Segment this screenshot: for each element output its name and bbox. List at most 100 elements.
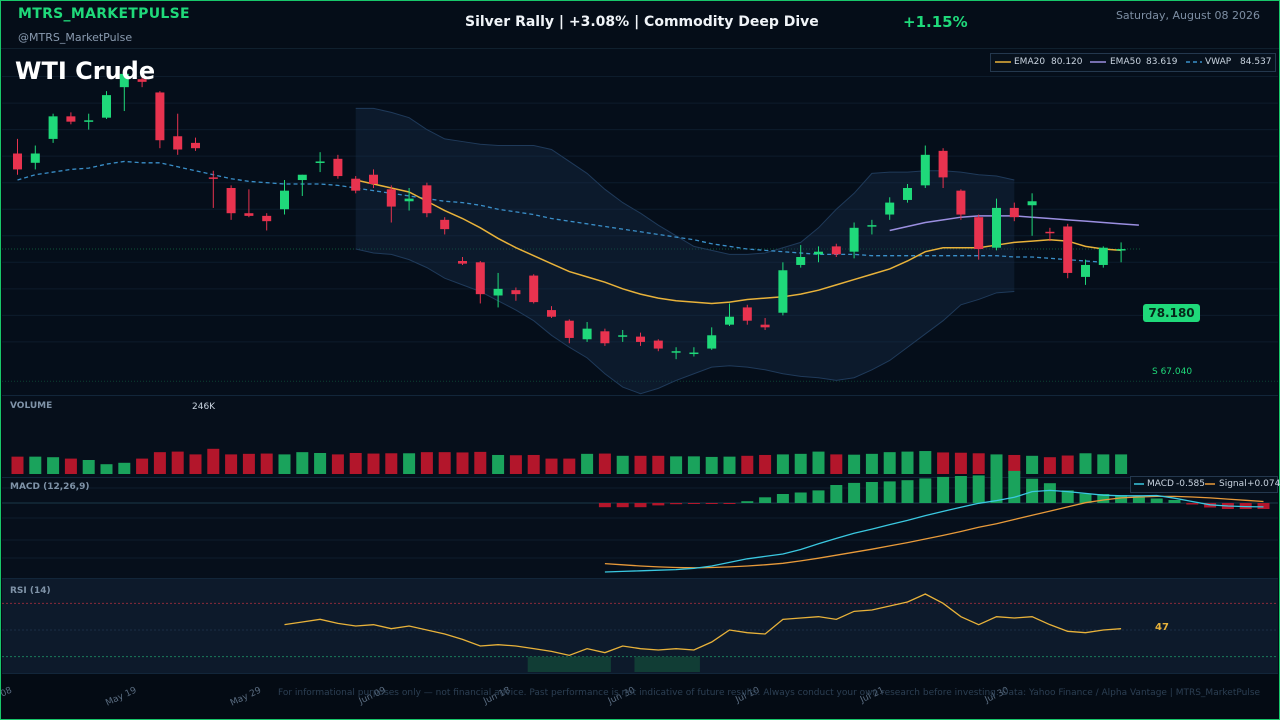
candle-body [1063, 226, 1073, 273]
candle-body [333, 158, 343, 177]
candle [867, 219, 877, 235]
candle [742, 304, 752, 325]
volume-bar [527, 454, 540, 474]
candle-body [778, 270, 788, 313]
macd-histogram-bar [1079, 493, 1092, 503]
macd-histogram-bar [794, 492, 807, 503]
candle-body [315, 161, 325, 163]
macd-histogram-bar [812, 490, 825, 503]
volume-bar [1115, 454, 1128, 474]
volume-bar [438, 452, 451, 474]
macd-legend-value: -0.585 [1176, 479, 1206, 489]
candle-body [1081, 264, 1090, 277]
candle [333, 154, 343, 179]
volume-bar [509, 455, 522, 474]
volume-bar [29, 456, 42, 474]
volume-bar [830, 454, 843, 474]
candle-body [1009, 207, 1019, 218]
macd-panel-label: MACD (12,26,9) [10, 482, 90, 492]
candle [1098, 246, 1108, 268]
candle [1009, 202, 1019, 222]
volume-bar [1097, 454, 1110, 474]
candle-body [582, 328, 592, 340]
volume-bar [136, 458, 149, 474]
macd-line [604, 489, 1264, 573]
volume-bar [954, 452, 967, 474]
candle [369, 169, 378, 188]
rsi-value: 47 [1155, 622, 1169, 633]
volume-bar [1026, 455, 1039, 474]
candle [351, 176, 361, 194]
volume-bar [1079, 453, 1092, 474]
headline: Silver Rally | +3.08% | Commodity Deep D… [465, 14, 819, 30]
candle-body [938, 150, 948, 178]
volume-bar [153, 452, 166, 474]
x-axis-tick-label: May 29 [229, 686, 263, 709]
candle-body [653, 340, 663, 349]
candle [618, 329, 628, 342]
volume-bar [1008, 454, 1021, 474]
candle-body [404, 198, 414, 202]
candle-body [600, 331, 610, 344]
vwap-line [17, 160, 1104, 263]
candle-body [760, 324, 770, 328]
volume-bar [598, 453, 611, 474]
volume-bar [260, 453, 273, 474]
vwap-legend-label: VWAP [1205, 57, 1232, 67]
volume-bar [100, 464, 113, 474]
macd-histogram-bar [634, 503, 647, 508]
volume-bar [64, 458, 77, 474]
candle [956, 189, 966, 220]
candle-body [920, 154, 930, 186]
candle [796, 245, 806, 268]
macd-histogram-bar [919, 478, 932, 503]
candle [653, 339, 663, 352]
macd-histogram-bar [990, 473, 1003, 503]
candle [992, 198, 1001, 251]
candle [404, 188, 414, 211]
candle [244, 189, 254, 218]
ema20-legend-swatch [995, 61, 1011, 63]
candle [707, 327, 717, 350]
candle [600, 328, 610, 346]
candle [1081, 259, 1090, 285]
macd-histogram-bar [1115, 495, 1128, 503]
candle [938, 148, 948, 188]
candle [547, 306, 556, 319]
candle-body [636, 336, 645, 342]
vwap-legend-swatch [1186, 61, 1202, 63]
candle [440, 217, 450, 235]
candle [386, 185, 396, 223]
candle-body [992, 207, 1001, 248]
candle [155, 91, 165, 149]
volume-bar [616, 455, 629, 474]
volume-bar [331, 454, 344, 474]
brand-name: MTRS_MARKETPULSE [18, 6, 190, 22]
volume-bar [741, 455, 754, 474]
candle [280, 180, 289, 215]
volume-bar [634, 455, 647, 474]
candle-body [885, 202, 895, 215]
volume-bar [705, 456, 718, 474]
candle [13, 138, 22, 175]
volume-bar [937, 452, 950, 474]
volume-bar [883, 452, 896, 474]
candle-body [475, 262, 485, 295]
volume-bar [652, 455, 665, 474]
candle-body [547, 310, 556, 317]
candle-body [173, 136, 183, 150]
candle-body [386, 189, 396, 207]
macd-histogram-bar [848, 482, 861, 503]
candle [173, 113, 183, 155]
candle [636, 332, 645, 346]
candle-body [458, 260, 467, 264]
volume-bar [1043, 457, 1056, 474]
macd-histogram-bar [1026, 478, 1039, 503]
rsi-oversold-zone [634, 656, 700, 672]
candle-body [208, 177, 218, 179]
volume-bar [403, 453, 416, 474]
volume-bar [919, 451, 932, 474]
candle [493, 272, 503, 308]
macd-signal-line [604, 495, 1264, 569]
